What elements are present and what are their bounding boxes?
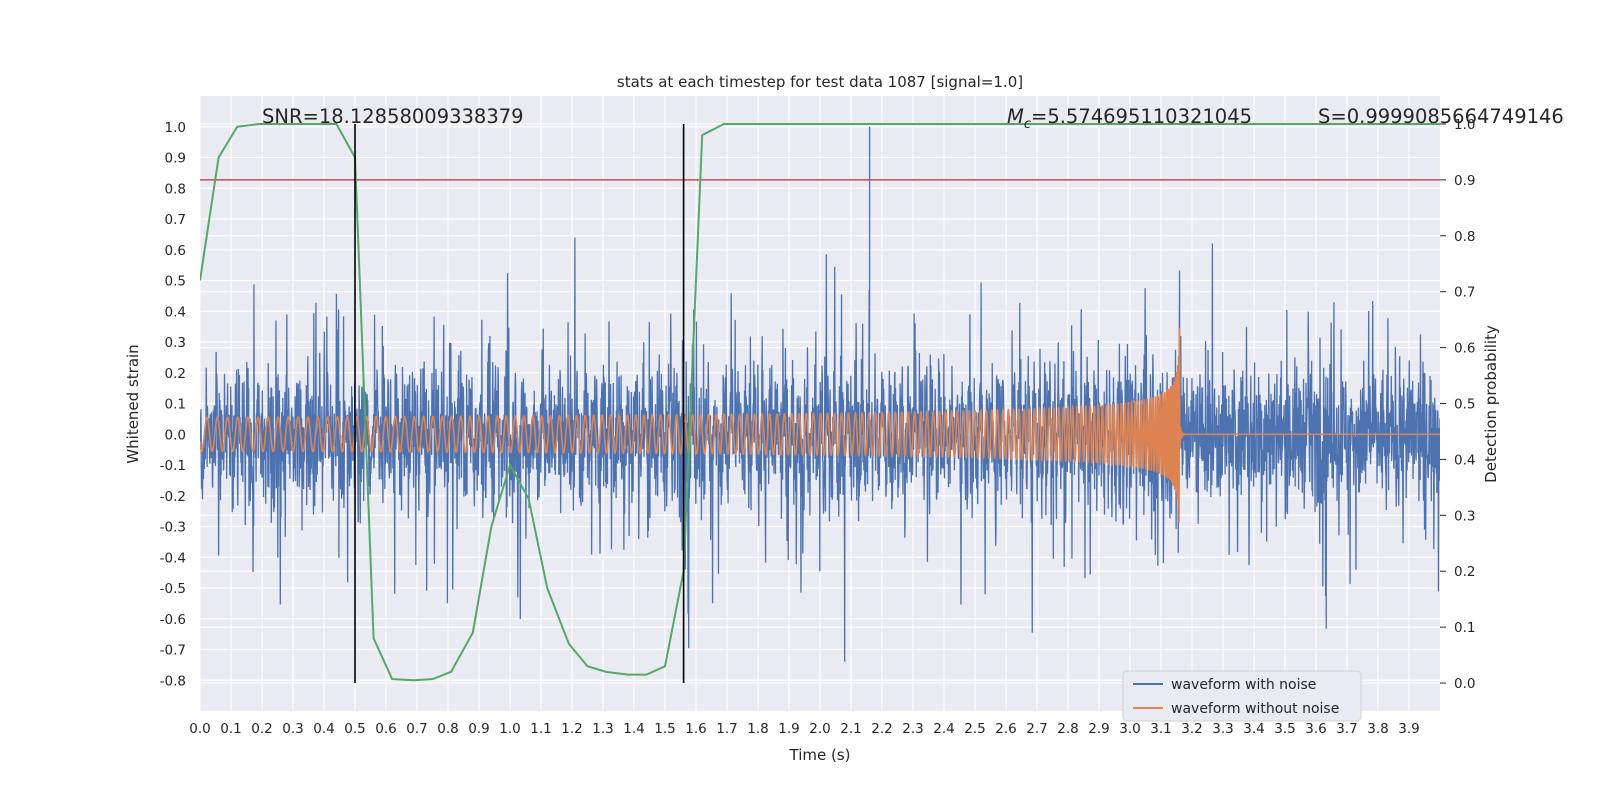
x-tick-label: 0.3 (282, 721, 303, 737)
y-tick-label: 0.5 (165, 274, 186, 290)
x-tick-label: 3.1 (1150, 721, 1171, 737)
x-tick-label: 3.5 (1274, 721, 1295, 737)
x-tick-label: 1.5 (654, 721, 675, 737)
y-tick-label: 0.6 (165, 243, 186, 259)
x-tick-label: 3.7 (1336, 721, 1357, 737)
y2-tick-label: 0.0 (1454, 676, 1475, 692)
x-tick-label: 3.0 (1119, 721, 1140, 737)
x-tick-label: 1.3 (592, 721, 613, 737)
y-tick-label: 0.1 (165, 397, 186, 413)
y-axis-right: 1.0 0.9 0.8 0.7 0.6 0.5 0.4 0.3 0.2 0.1 0.0 (1440, 117, 1475, 692)
y2-tick-label: 0.5 (1454, 397, 1475, 413)
x-tick-label: 1.0 (499, 721, 520, 737)
y2-axis-label: Detection probability (1482, 325, 1500, 483)
x-tick-label: 3.3 (1212, 721, 1233, 737)
x-tick-label: 1.8 (747, 721, 768, 737)
x-tick-label: 1.6 (685, 721, 706, 737)
x-tick-label: 2.5 (964, 721, 985, 737)
y-tick-label: -0.6 (160, 612, 186, 628)
x-tick-label: 2.8 (1057, 721, 1078, 737)
x-tick-label: 1.7 (716, 721, 737, 737)
y-tick-label: -0.5 (160, 581, 186, 597)
x-tick-label: 0.1 (220, 721, 241, 737)
y-tick-label: -0.2 (160, 489, 186, 505)
y-tick-label: 0.3 (165, 335, 186, 351)
y2-tick-label: 1.0 (1454, 117, 1475, 133)
x-tick-label: 2.1 (840, 721, 861, 737)
y-axis-label: Whitened strain (124, 344, 142, 463)
legend-box (1122, 670, 1362, 722)
chirp-mass-annotation: Mc=5.574695110321045 (1007, 105, 1252, 132)
legend-label-noise: waveform with noise (1171, 677, 1316, 693)
chart-title: stats at each timestep for test data 108… (617, 73, 1023, 91)
x-axis-label: Time (s) (789, 746, 851, 764)
x-tick-label: 3.6 (1305, 721, 1326, 737)
x-axis: 0.0 0.1 0.2 0.3 0.4 0.5 0.6 0.7 0.8 0.9 1.0 1.1 1.2 1… (189, 721, 1419, 737)
chirp-mass-value: =5.574695110321045 (1031, 105, 1252, 128)
y-tick-label: 0.7 (165, 212, 186, 228)
x-tick-label: 3.9 (1398, 721, 1419, 737)
x-tick-label: 1.9 (778, 721, 799, 737)
chirp-mass-symbol: M (1007, 105, 1024, 128)
snr-annotation: SNR=18.12858009338379 (262, 105, 524, 128)
x-tick-label: 3.8 (1367, 721, 1388, 737)
y2-tick-label: 0.8 (1454, 229, 1475, 245)
x-tick-label: 0.9 (468, 721, 489, 737)
series-detection-probability (200, 122, 1440, 682)
x-tick-label: 2.9 (1088, 721, 1109, 737)
x-tick-label: 2.3 (902, 721, 923, 737)
y-tick-label: 0.0 (165, 427, 186, 443)
y-tick-label: 1.0 (165, 120, 186, 136)
y2-tick-label: 0.4 (1454, 452, 1475, 468)
x-tick-label: 0.0 (189, 721, 210, 737)
y-tick-label: -0.8 (160, 673, 186, 689)
y-tick-label: -0.4 (160, 550, 186, 566)
significance-annotation: S=0.9999085664749146 (1318, 105, 1564, 128)
chirp-mass-subscript: c (1024, 117, 1031, 132)
x-tick-label: 0.4 (313, 721, 334, 737)
x-tick-label: 3.4 (1243, 721, 1264, 737)
y-tick-label: 0.2 (165, 366, 186, 382)
series-waveform-with-noise (200, 126, 1440, 662)
x-tick-label: 0.6 (375, 721, 396, 737)
x-tick-label: 2.2 (871, 721, 892, 737)
x-tick-label: 0.2 (251, 721, 272, 737)
y2-tick-label: 0.1 (1454, 620, 1475, 636)
x-tick-label: 2.7 (1026, 721, 1047, 737)
x-tick-label: 2.4 (933, 721, 954, 737)
y2-tick-label: 0.9 (1454, 173, 1475, 189)
x-tick-label: 1.1 (530, 721, 551, 737)
y2-tick-label: 0.6 (1454, 341, 1475, 357)
x-tick-label: 0.8 (437, 721, 458, 737)
x-tick-label: 3.2 (1181, 721, 1202, 737)
plot-content (200, 122, 1440, 684)
y2-tick-label: 0.2 (1454, 564, 1475, 580)
y-tick-label: 0.8 (165, 181, 186, 197)
legend-label-clean: waveform without noise (1171, 701, 1339, 717)
y2-tick-label: 0.7 (1454, 285, 1475, 301)
y-tick-label: 0.9 (165, 151, 186, 167)
y-axis-left: 1.0 0.9 0.8 0.7 0.6 0.5 0.4 0.3 0.2 0.1 0.0 -0.1 -0.… (160, 120, 186, 690)
y-tick-label: -0.7 (160, 643, 186, 659)
series-waveform-without-noise (200, 328, 1440, 523)
x-tick-label: 2.0 (809, 721, 830, 737)
x-tick-label: 1.2 (561, 721, 582, 737)
x-tick-label: 0.7 (406, 721, 427, 737)
x-tick-label: 0.5 (344, 721, 365, 737)
x-tick-label: 1.4 (623, 721, 644, 737)
x-tick-label: 2.6 (995, 721, 1016, 737)
legend: waveform with noise waveform without noi… (1122, 670, 1362, 722)
y-tick-label: -0.1 (160, 458, 186, 474)
y2-tick-label: 0.3 (1454, 508, 1475, 524)
y-tick-label: -0.3 (160, 520, 186, 536)
y-tick-label: 0.4 (165, 304, 186, 320)
